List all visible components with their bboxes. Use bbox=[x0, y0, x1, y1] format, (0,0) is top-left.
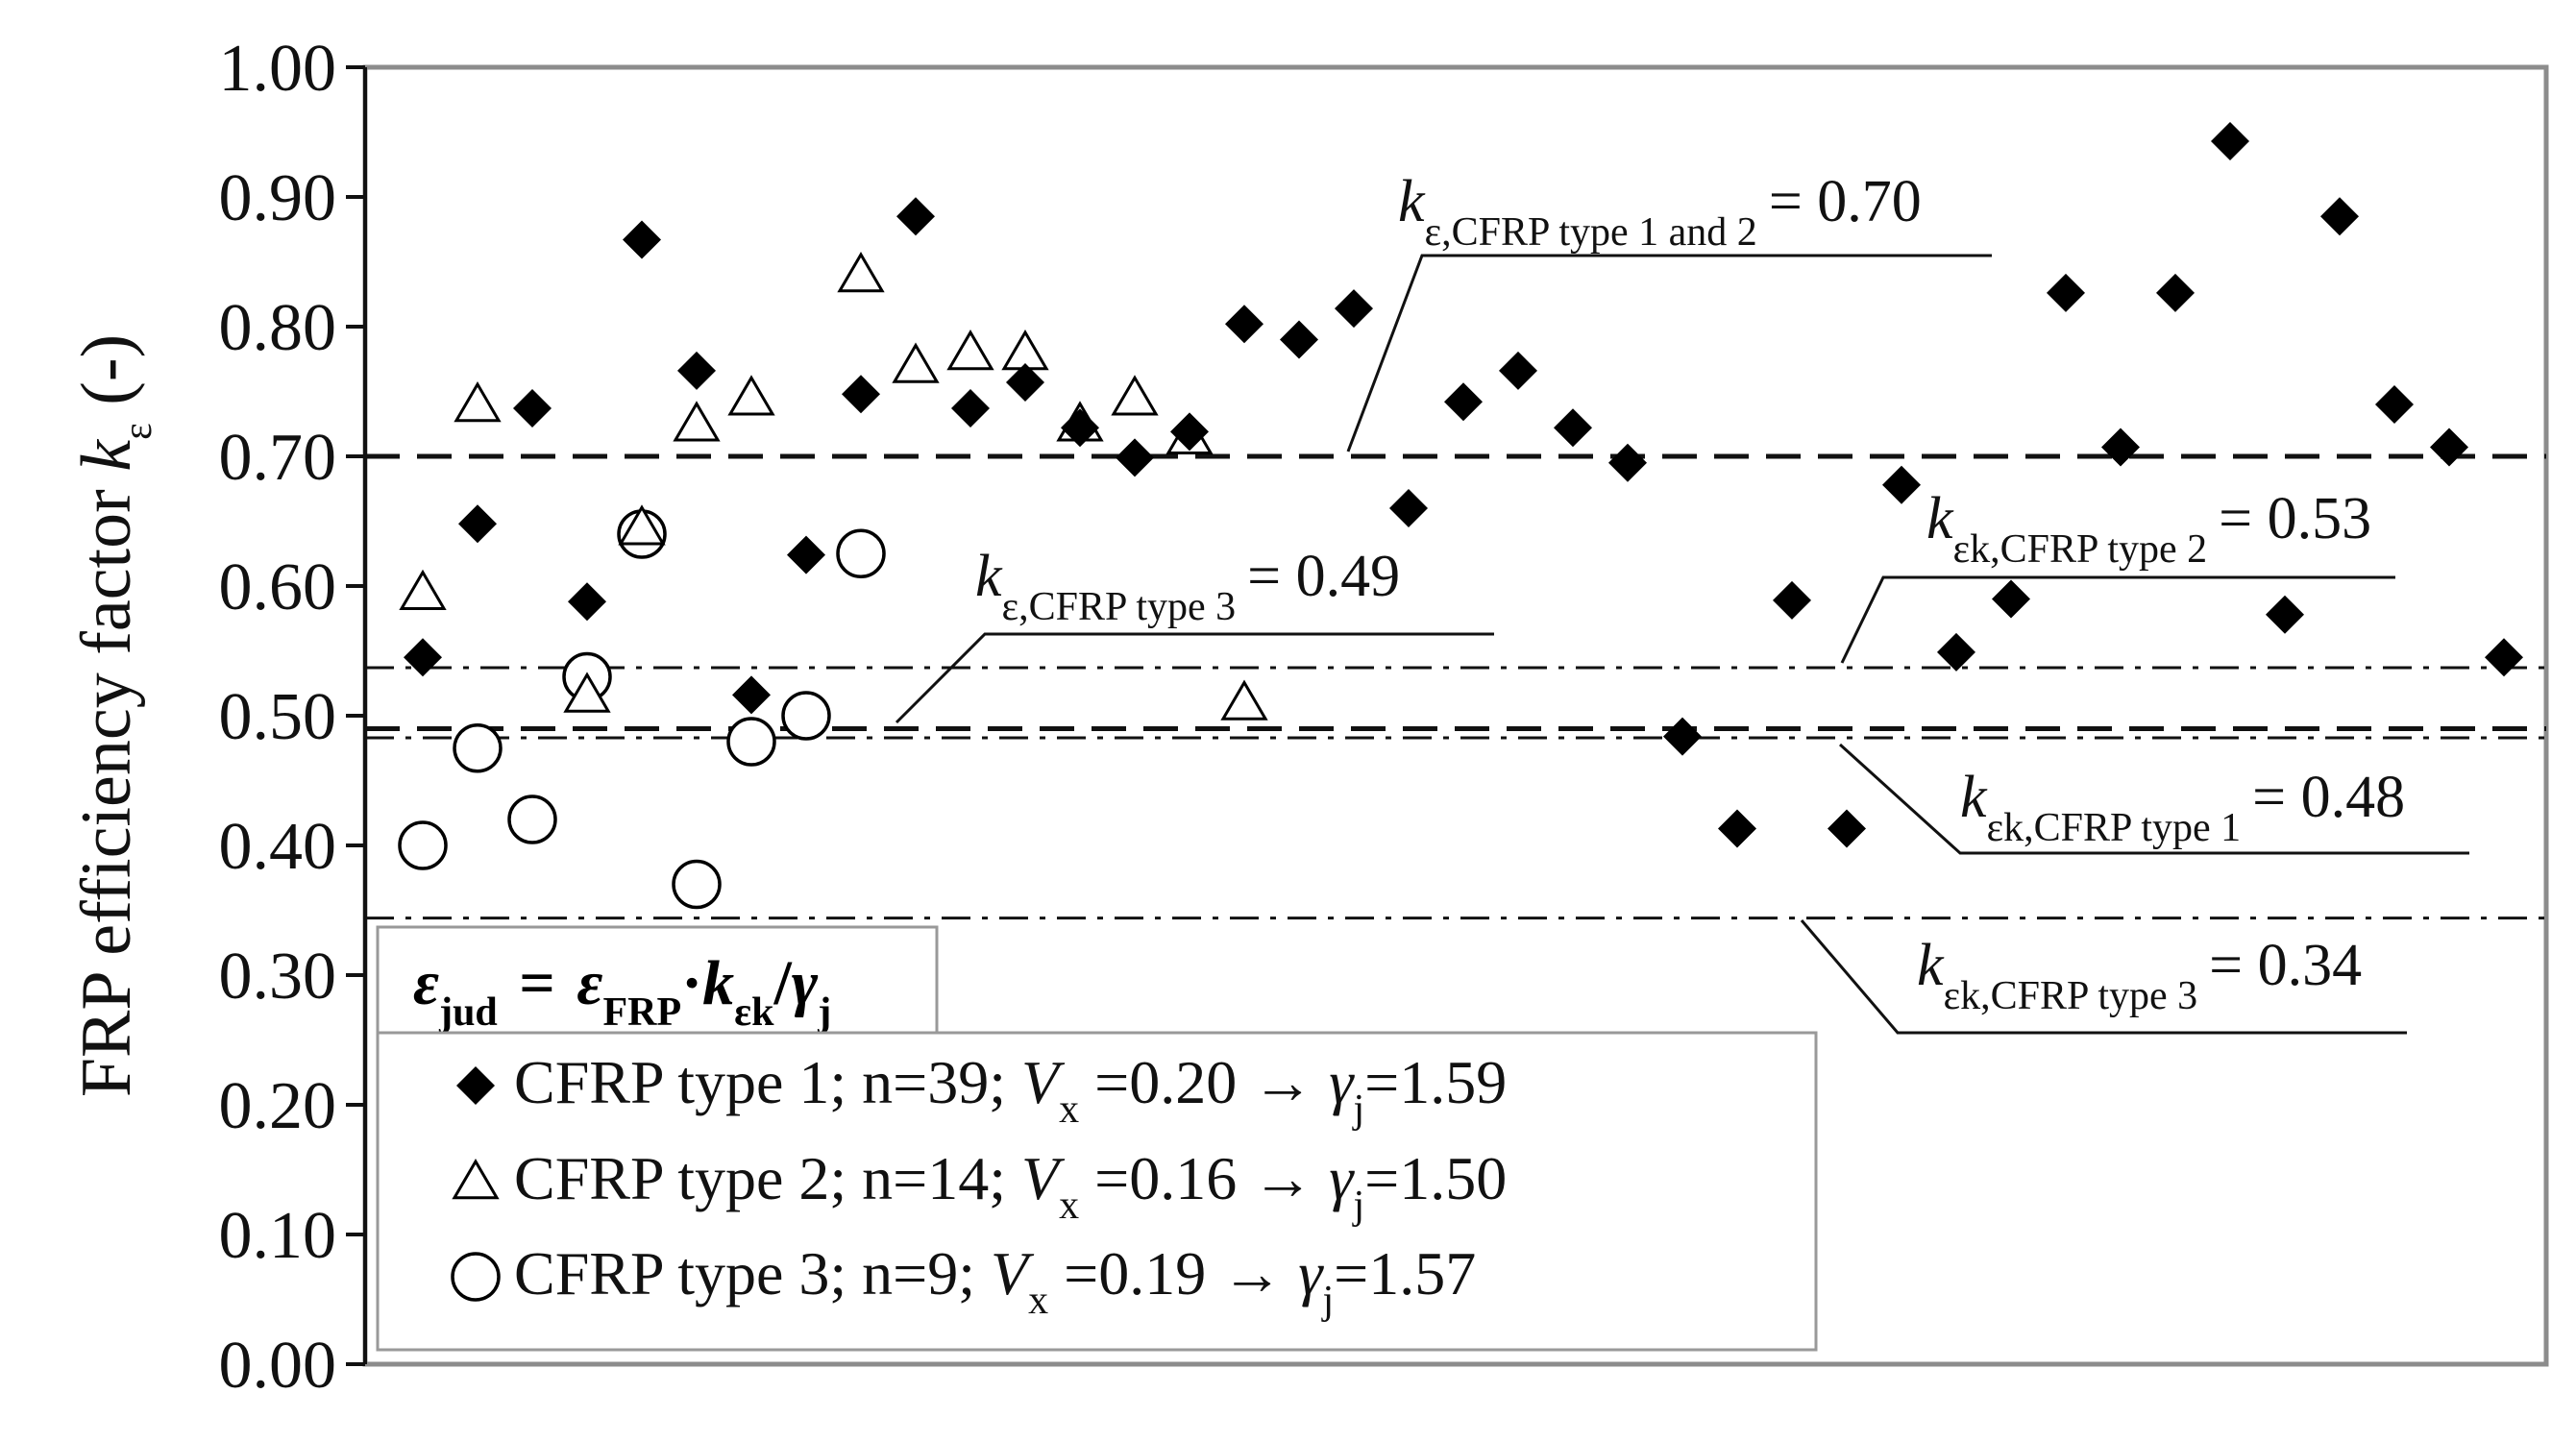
circle-marker bbox=[398, 820, 448, 870]
circle-marker bbox=[836, 528, 886, 578]
annotation-kepsilon-type3: kε,CFRP type 3 = 0.49 bbox=[975, 544, 1400, 629]
annotation-leader-line bbox=[1838, 743, 2469, 855]
diamond-marker bbox=[1335, 289, 1373, 329]
y-axis-label-unit: (-) bbox=[67, 334, 146, 423]
diamond-marker bbox=[568, 582, 606, 622]
y-tick-label: 0.10 bbox=[219, 1199, 337, 1273]
diamond-marker bbox=[513, 389, 552, 428]
triangle-marker bbox=[1111, 375, 1159, 416]
diamond-marker bbox=[787, 535, 825, 574]
diamond-marker bbox=[623, 220, 661, 259]
diamond-marker bbox=[2375, 385, 2414, 424]
legend-header-formula: εjud = εFRP·kεk/γj bbox=[413, 948, 831, 1035]
triangle-marker bbox=[399, 569, 447, 611]
diamond-marker bbox=[1554, 408, 1592, 448]
diamond-marker bbox=[1937, 632, 1975, 672]
diamond-marker bbox=[2211, 121, 2249, 160]
diamond-marker bbox=[1773, 580, 1811, 620]
circle-marker bbox=[726, 717, 776, 767]
y-tick-label: 0.20 bbox=[219, 1069, 337, 1143]
y-axis-label: FRP efficiency factor kε (-) bbox=[67, 334, 160, 1097]
legend-diamond-icon bbox=[456, 1066, 495, 1105]
diamond-marker bbox=[2101, 428, 2140, 467]
legend-entry-text: CFRP type 3; n=9; Vx =0.19 → γj=1.57 bbox=[514, 1239, 1476, 1323]
annotation-leaders bbox=[895, 254, 2469, 1035]
diamond-marker bbox=[404, 638, 442, 677]
annotation-kepsilon-type1-2: kε,CFRP type 1 and 2 = 0.70 bbox=[1398, 169, 1922, 255]
y-axis-label-main: FRP efficiency factor bbox=[67, 472, 146, 1097]
legend: εjud = εFRP·kεk/γj CFRP type 1; n=39; Vx… bbox=[376, 925, 1818, 1352]
diamond-marker bbox=[2430, 428, 2468, 467]
annotation-kepsilonk-type1: kεk,CFRP type 1 = 0.48 bbox=[1960, 765, 2405, 850]
y-axis-label-symbol: k bbox=[67, 439, 146, 472]
triangle-marker bbox=[563, 672, 611, 713]
y-tick-label: 0.00 bbox=[219, 1329, 337, 1403]
annotation-leader-line bbox=[895, 632, 1494, 724]
diamond-marker bbox=[2047, 273, 2085, 312]
legend-entry-text: CFRP type 1; n=39; Vx =0.20 → γj=1.59 bbox=[514, 1048, 1507, 1132]
diamond-marker bbox=[1499, 351, 1537, 390]
circle-marker bbox=[453, 723, 503, 773]
diamond-marker bbox=[842, 375, 880, 414]
circle-marker bbox=[672, 859, 722, 910]
diamond-marker bbox=[1225, 305, 1263, 344]
legend-entry-text: CFRP type 2; n=14; Vx =0.16 → γj=1.50 bbox=[514, 1144, 1507, 1228]
circle-marker bbox=[507, 794, 557, 844]
circle-marker bbox=[781, 691, 831, 741]
triangle-marker bbox=[727, 375, 775, 416]
diamond-marker bbox=[1828, 809, 1866, 848]
annotation-leader-line bbox=[1346, 254, 1992, 452]
diamond-marker bbox=[951, 389, 990, 428]
y-axis-ticks: 0.00 0.10 0.20 0.30 0.40 0.50 0.60 0.70 0.80 0.90… bbox=[219, 32, 365, 1403]
legend-triangle-icon bbox=[452, 1159, 500, 1200]
y-tick-label: 0.70 bbox=[219, 421, 337, 495]
diamond-marker bbox=[1992, 579, 2030, 619]
y-tick-label: 0.90 bbox=[219, 161, 337, 235]
legend-header-box bbox=[376, 925, 939, 1035]
diamond-marker bbox=[732, 675, 771, 715]
diamond-marker bbox=[1663, 717, 1702, 756]
diamond-marker bbox=[2156, 273, 2195, 312]
annotation-kepsilonk-type3: kεk,CFRP type 3 = 0.34 bbox=[1917, 933, 2362, 1018]
triangle-marker bbox=[837, 252, 885, 293]
annotation-kepsilonk-type2: kεk,CFRP type 2 = 0.53 bbox=[1926, 486, 2371, 572]
y-tick-label: 0.40 bbox=[219, 810, 337, 884]
diamond-marker bbox=[1280, 320, 1318, 359]
y-tick-label: 0.50 bbox=[219, 680, 337, 754]
annotation-leader-line bbox=[1840, 575, 2395, 664]
diamond-marker bbox=[1061, 408, 1099, 448]
annotation-leader-line bbox=[1800, 919, 2407, 1035]
diamond-marker bbox=[2266, 595, 2304, 634]
diamond-marker bbox=[1116, 438, 1154, 477]
triangle-marker bbox=[946, 330, 994, 371]
diamond-marker bbox=[2320, 197, 2359, 236]
data-markers bbox=[398, 121, 2523, 910]
diamond-marker bbox=[1444, 382, 1483, 422]
diamond-marker bbox=[1882, 465, 1921, 504]
triangle-marker bbox=[618, 504, 666, 546]
triangle-marker bbox=[892, 342, 940, 383]
triangle-marker bbox=[673, 401, 721, 442]
diamond-marker bbox=[2485, 638, 2523, 677]
triangle-marker bbox=[454, 381, 502, 423]
y-tick-label: 0.80 bbox=[219, 291, 337, 365]
y-tick-label: 1.00 bbox=[219, 32, 337, 106]
diamond-marker bbox=[896, 197, 935, 236]
y-tick-label: 0.30 bbox=[219, 940, 337, 1014]
diamond-marker bbox=[1006, 363, 1044, 403]
triangle-marker bbox=[1220, 679, 1268, 721]
diamond-marker bbox=[1389, 489, 1428, 527]
y-tick-label: 0.60 bbox=[219, 550, 337, 624]
diamond-marker bbox=[1608, 443, 1647, 482]
diamond-marker bbox=[677, 351, 716, 390]
diamond-marker bbox=[1718, 809, 1756, 848]
y-axis-label-subscript: ε bbox=[116, 423, 160, 440]
legend-box bbox=[376, 1031, 1818, 1352]
legend-circle-icon bbox=[451, 1252, 501, 1302]
diamond-marker bbox=[1170, 412, 1209, 452]
diamond-marker bbox=[458, 504, 497, 544]
